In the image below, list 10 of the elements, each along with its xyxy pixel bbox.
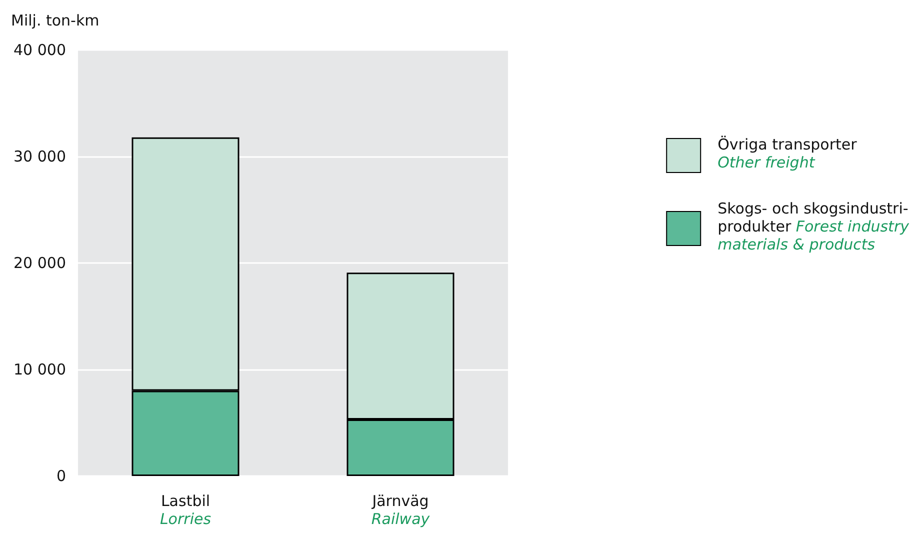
y-tick-label: 40 000 xyxy=(14,41,66,59)
y-tick-label: 10 000 xyxy=(14,360,66,378)
y-tick-label: 30 000 xyxy=(14,148,66,166)
y-tick-label: 20 000 xyxy=(14,254,66,272)
legend-label: Skogs- och skogsindustri- produkter Forest industry materials & products xyxy=(718,200,910,254)
y-axis-title: Milj. ton-km xyxy=(11,12,100,30)
x-tick-label: Järnväg Railway xyxy=(371,492,431,528)
legend-label: Övriga transporter Other freight xyxy=(718,136,858,172)
x-tick-label: Lastbil Lorries xyxy=(160,492,212,528)
y-tick-label: 0 xyxy=(56,467,66,485)
